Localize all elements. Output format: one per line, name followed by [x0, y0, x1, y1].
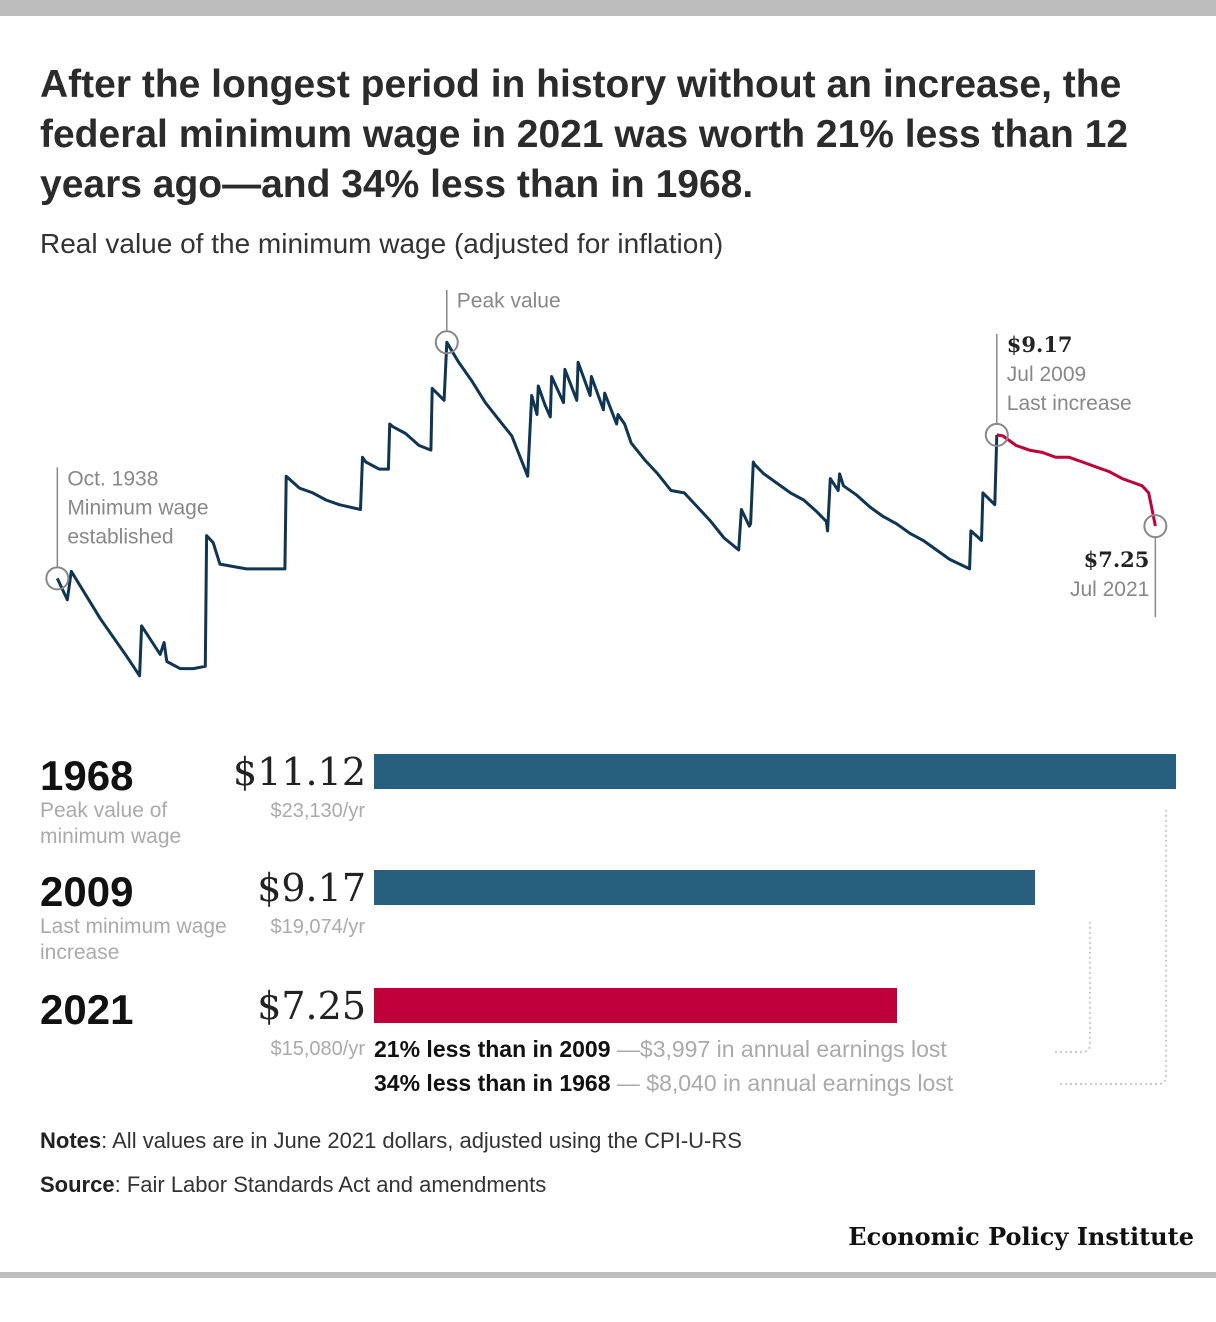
annotation-1938-marker	[45, 566, 70, 591]
comparison-1968-rest: — $8,040 in annual earnings lost	[610, 1070, 954, 1096]
comparison-1968-bold: 34% less than in 1968	[374, 1070, 611, 1096]
notes: Notes: All values are in June 2021 dolla…	[40, 1128, 742, 1154]
comparison-1968: 34% less than in 1968 — $8,040 in annual…	[374, 1070, 953, 1097]
bar-desc-2009: Last minimum wage increase	[40, 915, 227, 964]
annotation-2021-label-1: Jul 2021	[1070, 578, 1149, 601]
annotation-2009-label-1: Jul 2009	[1007, 363, 1086, 386]
headline: After the longest period in history with…	[40, 63, 1129, 206]
annotation-2009-label-2: Last increase	[1007, 392, 1132, 415]
bar-value-2009: $9.17	[257, 866, 366, 910]
bar-year-1968: 1968	[40, 752, 134, 799]
series-line-recent	[996, 433, 1157, 527]
annotation-2009-value: $9.17	[1007, 332, 1073, 357]
comparison-2009: 21% less than in 2009 —$3,997 in annual …	[374, 1036, 947, 1063]
top-rule	[0, 0, 1216, 16]
chart-subtitle: Real value of the minimum wage (adjusted…	[40, 228, 724, 259]
brand-logo: Economic Policy Institute	[848, 1222, 1194, 1251]
connector-1968	[1060, 810, 1167, 1085]
bar-2009	[374, 870, 1036, 905]
bar-year-2021: 2021	[40, 986, 134, 1033]
bar-annual-1968: $23,130/yr	[270, 800, 365, 822]
annotation-1968-label-2: Peak value	[457, 290, 561, 312]
source-text: : Fair Labor Standards Act and amendment…	[114, 1172, 547, 1197]
annotation-2021-value: $7.25	[1084, 547, 1150, 572]
bar-annual-2009: $19,074/yr	[270, 916, 365, 938]
annotation-1938-label-3: established	[67, 525, 173, 548]
bar-2021	[374, 988, 897, 1023]
notes-text: : All values are in June 2021 dollars, a…	[101, 1128, 742, 1153]
bar-1968	[374, 754, 1176, 789]
annotation-1938-label-1: Oct. 1938	[67, 467, 158, 490]
series-line-history	[55, 340, 999, 678]
comparison-2009-bold: 21% less than in 2009	[374, 1036, 611, 1062]
bar-annual-2021: $15,080/yr	[270, 1038, 365, 1060]
notes-label: Notes	[40, 1128, 102, 1153]
bar-desc-1968: Peak value of minimum wage	[40, 799, 182, 848]
source: Source: Fair Labor Standards Act and ame…	[40, 1172, 546, 1198]
connector-2009	[1055, 922, 1091, 1053]
bar-year-2009: 2009	[40, 868, 134, 915]
comparison-2009-rest: —$3,997 in annual earnings lost	[610, 1036, 947, 1062]
bar-value-1968: $11.12	[233, 750, 366, 794]
bottom-rule	[0, 1272, 1216, 1278]
source-label: Source	[40, 1172, 115, 1197]
bar-value-2021: $7.25	[257, 984, 366, 1028]
annotation-1938-label-2: Minimum wage	[67, 496, 208, 519]
